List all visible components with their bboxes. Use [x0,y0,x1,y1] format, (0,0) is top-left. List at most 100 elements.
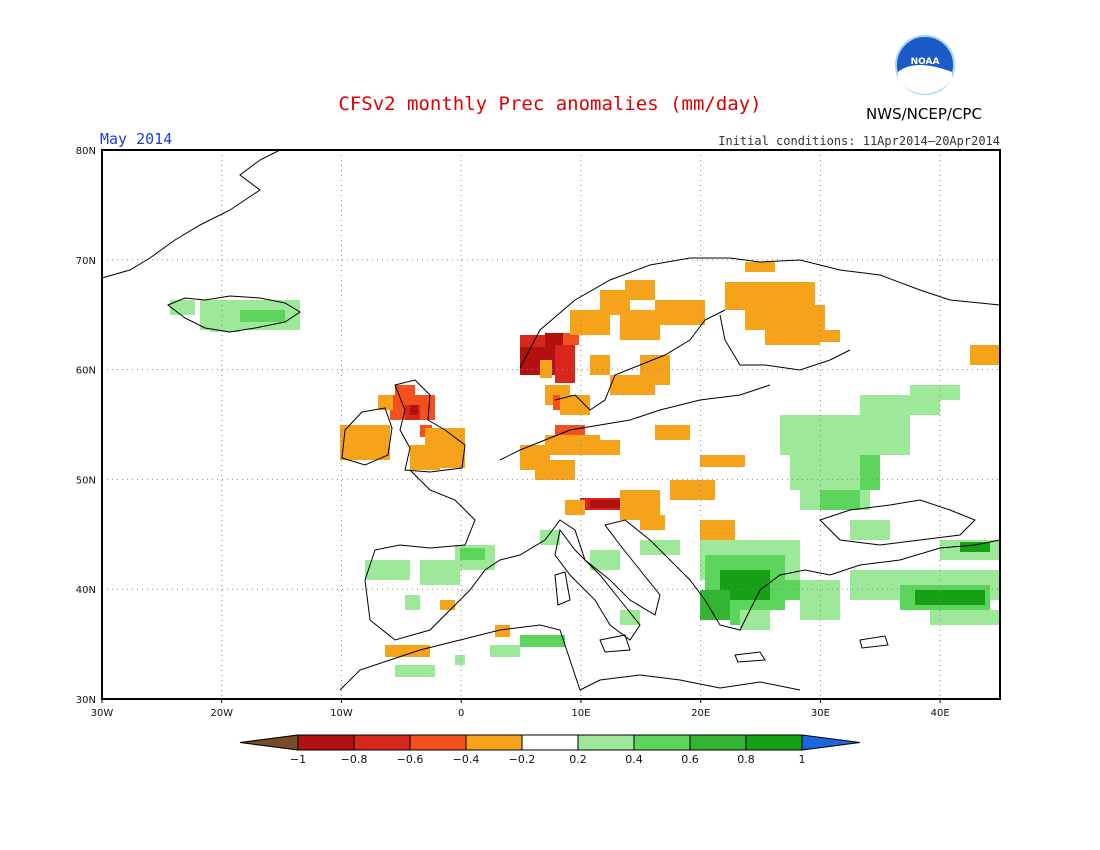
map-area [101,149,1001,700]
noaa-logo-text: NOAA [911,57,940,67]
anomaly-cell [610,375,655,395]
anomaly-cell [790,450,870,490]
lat-tick-label: 40N [76,585,96,596]
chart-title: CFSv2 monthly Prec anomalies (mm/day) [338,93,761,115]
forecast-period: May 2014 [100,130,172,148]
anomaly-cell [620,610,640,625]
anomaly-cell [820,330,840,342]
anomaly-cell [540,360,552,378]
anomaly-cell [700,590,730,620]
lon-tick-label: 30E [811,708,830,719]
coastline [339,624,581,691]
anomaly-cell [520,335,545,347]
anomaly-cell [670,480,715,500]
axis-tick-labels: 30W 20W 10W 0 10E 20E 30E 40E 80N 70N 60N 50N 40N 30N [76,146,950,719]
colorbar-tick-label: 0.8 [737,753,755,766]
colorbar: −1 −0.8 −0.6 −0.4 −0.2 0.2 0.4 0.6 0.8 1 [239,734,861,766]
anomaly-cell [600,440,620,455]
colorbar-box [745,734,803,751]
colorbar-tick-label: 0.2 [569,753,587,766]
colorbar-tick-label: −1 [290,753,306,766]
anomaly-cell [590,500,620,508]
colorbar-box [577,734,635,751]
lat-tick-label: 70N [76,256,96,267]
anomaly-cell [385,645,430,657]
coastline [579,674,801,691]
anomaly-cell [700,520,735,540]
initial-conditions: Initial conditions: 11Apr2014—20Apr2014 [718,134,1000,148]
colorbar-box [297,734,355,751]
anomaly-cell [625,280,655,300]
anomaly-cell [560,395,590,415]
anomaly-cell [455,655,465,665]
anomaly-cell [700,455,745,467]
colorbar-box [465,734,523,751]
colorbar-box [353,734,411,751]
anomaly-cell [395,665,435,677]
colorbar-box [521,734,579,751]
anomaly-cell [745,262,775,272]
colorbar-tick-label: −0.2 [509,753,536,766]
agency-label: NWS/NCEP/CPC [866,105,982,123]
coastline [554,309,726,411]
anomaly-cell [563,333,579,345]
anomaly-cell [535,460,575,480]
anomaly-cell [910,385,960,400]
anomaly-cell [620,310,660,340]
colorbar-tick-label: 0.6 [681,753,699,766]
anomaly-cell [930,610,1000,625]
anomaly-cell [590,355,610,375]
anomaly-cell [970,345,1000,365]
anomaly-cells [170,262,1000,677]
coastline [167,295,301,333]
anomaly-cell [655,425,690,440]
lon-tick-label: 40E [931,708,950,719]
anomaly-cell [590,550,620,570]
coastline [101,149,281,279]
lat-tick-label: 60N [76,366,96,377]
lon-tick-label: 10W [330,708,353,719]
colorbar-tick-label: −0.4 [453,753,480,766]
colorbar-high-arrow [801,734,861,751]
lon-tick-label: 20W [210,708,233,719]
lon-tick-label: 30W [91,708,114,719]
anomaly-cell [655,300,705,325]
anomaly-cell [820,490,860,510]
coastline [719,314,851,371]
coastline [364,469,1001,641]
map-frame [101,149,1001,700]
anomaly-cell [540,530,560,545]
anomaly-cell [640,540,680,555]
colorbar-box [689,734,747,751]
coastline [599,634,631,653]
anomaly-cell [860,455,880,490]
anomaly-cell [850,520,890,540]
colorbar-box [633,734,691,751]
anomaly-cell [420,560,460,585]
anomaly-cell [520,635,565,647]
anomaly-cell [765,330,820,345]
anomaly-cell [490,645,520,657]
coastline [519,257,1001,369]
anomaly-cell [365,560,410,580]
colorbar-tick-label: −0.8 [341,753,368,766]
anomaly-cell [545,333,563,345]
anomaly-cell [555,345,575,383]
anomaly-cell [340,425,390,460]
coastline [819,499,976,546]
anomaly-cell [410,405,418,415]
lon-tick-label: 20E [691,708,710,719]
anomaly-cell [780,415,910,455]
coastlines [101,149,1001,691]
anomaly-cell [240,310,285,322]
lat-tick-label: 80N [76,146,96,157]
colorbar-low-arrow [239,734,299,751]
coastline [734,651,766,663]
lon-tick-label: 0 [458,708,464,719]
anomaly-cell [545,435,600,455]
anomaly-cell [960,542,990,552]
coastline [394,379,466,473]
lon-tick-label: 10E [571,708,590,719]
anomaly-cell [378,395,393,410]
